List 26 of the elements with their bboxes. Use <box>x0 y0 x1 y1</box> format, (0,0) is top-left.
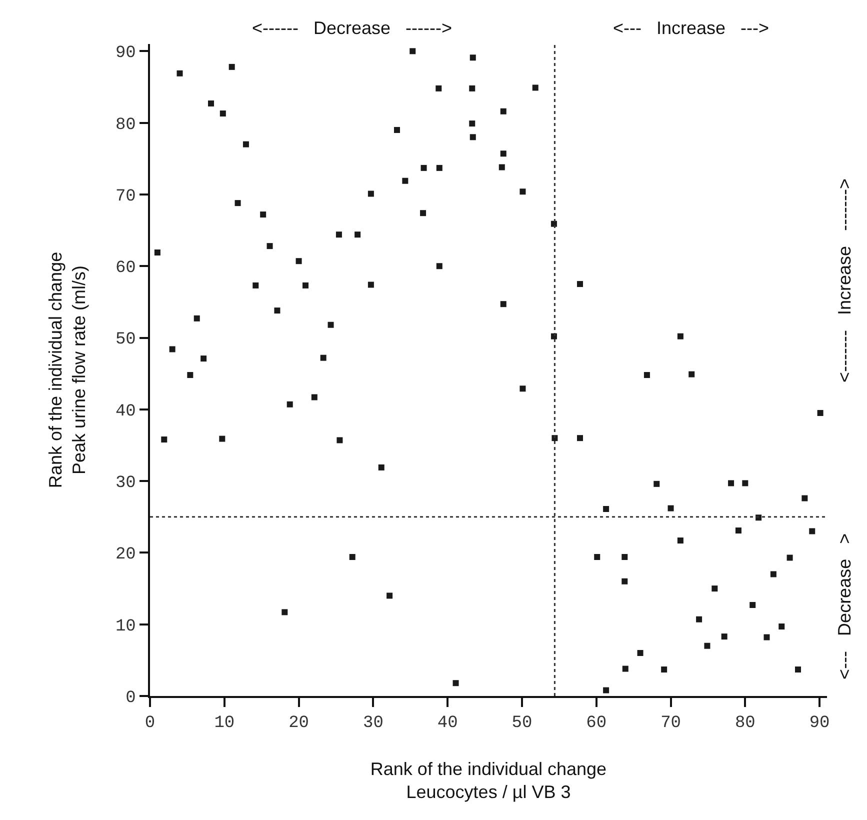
y-axis-title: Rank of the individual change Peak urine flow rate (ml/s) <box>46 252 90 488</box>
y-tick-label: 0 <box>126 688 136 708</box>
y-tick-label: 20 <box>115 546 136 565</box>
y-tick-label: 70 <box>115 187 136 206</box>
y-tick-label: 10 <box>115 617 136 636</box>
x-tick-label: 30 <box>362 714 384 734</box>
x-tick-label: 70 <box>660 714 681 734</box>
y-tick-label: 30 <box>115 474 136 493</box>
x-tick-label: 0 <box>144 714 156 734</box>
text: <--- Increase ---> <box>613 18 770 38</box>
y-tick-label: 40 <box>115 402 136 422</box>
x-axis-title: Rank of the individual change Leucocytes / µl VB 3 <box>370 758 607 802</box>
text: <------ Decrease ------> <box>252 18 452 38</box>
text: <--- Decrease > <box>834 533 855 680</box>
x-tick-label: 40 <box>437 714 458 734</box>
x-tick-label: 20 <box>288 714 309 734</box>
text: <------- Increase -------> <box>834 178 855 382</box>
x-tick-label: 10 <box>214 714 235 734</box>
y-tick-label: 50 <box>115 330 136 350</box>
x-tick-label: 80 <box>734 714 756 734</box>
x-tick-label: 50 <box>512 714 532 734</box>
x-tick-label: 60 <box>586 714 607 734</box>
y-tick-label: 80 <box>115 116 136 135</box>
x-tick-label: 90 <box>809 714 830 734</box>
y-tick-label: 90 <box>115 44 136 64</box>
y-tick-label: 60 <box>115 259 136 278</box>
